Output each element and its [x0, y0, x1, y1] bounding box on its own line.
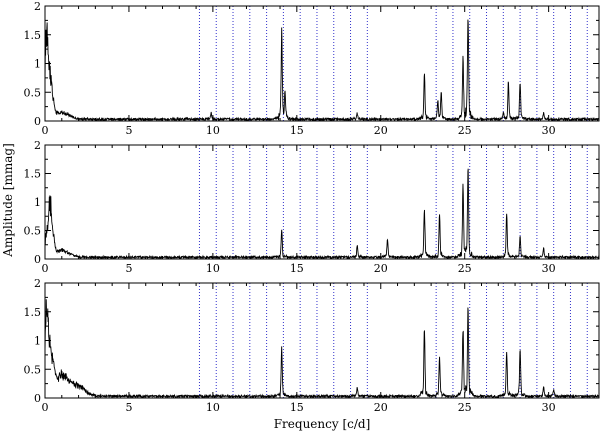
x-tick-label: 30 [542, 401, 556, 414]
spectrum-line [45, 168, 599, 259]
x-tick-label: 20 [374, 401, 388, 414]
x-tick-label: 0 [42, 262, 49, 275]
y-axis-label: Amplitude [mmag] [1, 143, 15, 258]
x-tick-label: 25 [458, 262, 472, 275]
y-tick-label: 0.5 [24, 225, 42, 238]
x-tick-label: 15 [290, 124, 304, 137]
x-tick-label: 15 [290, 262, 304, 275]
x-tick-label: 10 [206, 401, 220, 414]
y-tick-label: 1.5 [24, 168, 42, 181]
x-tick-label: 5 [125, 124, 132, 137]
panel-frame [44, 144, 600, 260]
spectrum-line [45, 299, 599, 398]
x-tick-label: 10 [206, 262, 220, 275]
x-tick-label: 5 [125, 262, 132, 275]
x-tick-label: 25 [458, 124, 472, 137]
y-tick-label: 2 [34, 139, 41, 152]
x-tick-label: 0 [42, 401, 49, 414]
y-tick-label: 1 [34, 196, 41, 209]
panel-1: 0 5 10 15 20 25 30 0 0.5 1 1.5 2 [24, 0, 600, 137]
x-tick-label: 20 [374, 124, 388, 137]
y-tick-label: 1.5 [24, 306, 42, 319]
panel-3: 0 5 10 15 20 25 30 0 0.5 1 1.5 2 [24, 277, 600, 414]
x-tick-label: 20 [374, 262, 388, 275]
x-axis-label: Frequency [c/d] [274, 417, 371, 431]
y-tick-label: 0.5 [24, 86, 42, 99]
x-tick-label: 10 [206, 124, 220, 137]
y-tick-label: 2 [34, 277, 41, 290]
panel-frame [44, 5, 600, 122]
y-tick-label: 2 [34, 0, 41, 13]
x-tick-label: 30 [542, 124, 556, 137]
x-tick-label: 30 [542, 262, 556, 275]
x-tick-label: 15 [290, 401, 304, 414]
panel-frame [44, 282, 600, 399]
y-tick-label: 0 [34, 115, 41, 128]
panel-2: 0 5 10 15 20 25 30 0 0.5 1 1.5 2 [24, 139, 600, 275]
y-tick-label: 0 [34, 253, 41, 266]
x-tick-label: 25 [458, 401, 472, 414]
y-tick-label: 0 [34, 392, 41, 405]
y-tick-label: 0.5 [24, 363, 42, 376]
y-tick-label: 1 [34, 335, 41, 348]
y-tick-label: 1.5 [24, 29, 42, 42]
y-tick-label: 1 [34, 58, 41, 71]
x-tick-label: 5 [125, 401, 132, 414]
x-tick-label: 0 [42, 124, 49, 137]
spectrum-line [45, 19, 599, 121]
